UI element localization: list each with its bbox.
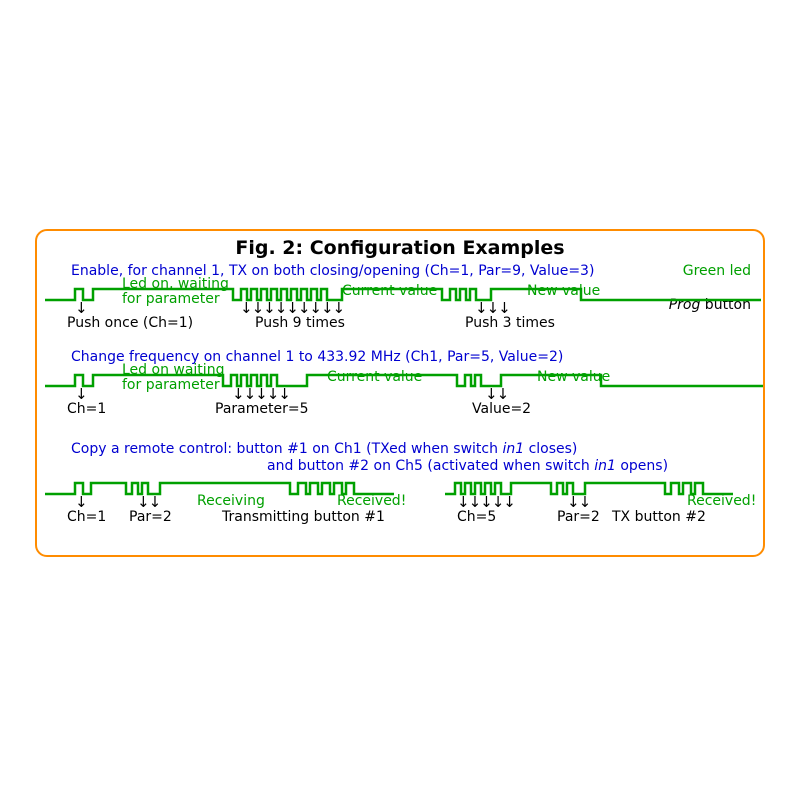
ex3-ch5-label: Ch=5 bbox=[457, 509, 496, 525]
ex2-arrows-5: ↓↓↓↓↓ bbox=[232, 387, 290, 402]
ex1-arrows-1: ↓ bbox=[75, 301, 88, 316]
ex1-led-label: Led on, waiting for parameter bbox=[122, 277, 229, 306]
ex2-par5-label: Parameter=5 bbox=[215, 401, 308, 417]
ex3-arr-par2a: ↓↓ bbox=[137, 495, 160, 510]
ex1-push1-label: Push once (Ch=1) bbox=[67, 315, 193, 331]
ex3-received1-label: Received! bbox=[337, 493, 406, 509]
ex1-curval-label: Current value bbox=[342, 283, 437, 299]
figure-frame: Fig. 2: Configuration Examples Enable, f… bbox=[35, 229, 765, 557]
ex2-arrows-2: ↓↓ bbox=[485, 387, 508, 402]
ex2-arrows-1: ↓ bbox=[75, 387, 88, 402]
ex2-led-label: Led on waiting for parameter bbox=[122, 363, 224, 392]
ex1-newval-label: New value bbox=[527, 283, 600, 299]
ex2-newval-label: New value bbox=[537, 369, 610, 385]
ex3-heading-l1: Copy a remote control: button #1 on Ch1 … bbox=[71, 441, 577, 457]
ex3-par2b-label: Par=2 bbox=[557, 509, 600, 525]
ex3-received2-label: Received! bbox=[687, 493, 756, 509]
ex2-val2-label: Value=2 bbox=[472, 401, 531, 417]
ex3-par2a-label: Par=2 bbox=[129, 509, 172, 525]
ex3-arr-ch1: ↓ bbox=[75, 495, 88, 510]
ex3-receiving-label: Receiving bbox=[197, 493, 265, 509]
ex3-heading-l2: and button #2 on Ch5 (activated when swi… bbox=[267, 458, 668, 474]
ex1-arrows-9: ↓↓↓↓↓↓↓↓↓ bbox=[240, 301, 344, 316]
ex2-ch1-label: Ch=1 bbox=[67, 401, 106, 417]
ex2-curval-label: Current value bbox=[327, 369, 422, 385]
ex1-push9-label: Push 9 times bbox=[255, 315, 345, 331]
ex1-greenled-label: Green led bbox=[683, 263, 751, 279]
ex1-arrows-3: ↓↓↓ bbox=[475, 301, 510, 316]
ex3-arr-par2b: ↓↓ bbox=[567, 495, 590, 510]
ex3-txbtn1-label: Transmitting button #1 bbox=[222, 509, 385, 525]
ex3-ch1-label: Ch=1 bbox=[67, 509, 106, 525]
ex3-arr-ch5: ↓↓↓↓↓ bbox=[457, 495, 515, 510]
figure-title: Fig. 2: Configuration Examples bbox=[37, 237, 763, 259]
ex3-txbtn2-label: TX button #2 bbox=[612, 509, 706, 525]
ex1-push3-label: Push 3 times bbox=[465, 315, 555, 331]
